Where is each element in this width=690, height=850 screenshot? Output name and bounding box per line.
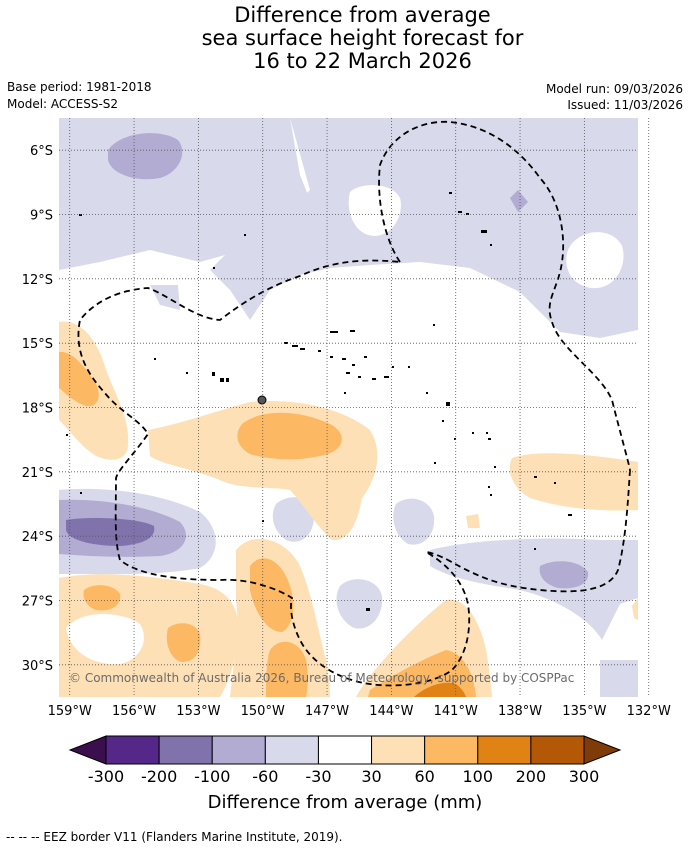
lon-label-7: 138°W <box>498 704 542 719</box>
model-run: Model run: 09/03/2026 <box>545 82 683 96</box>
lat-label-1: 9°S <box>30 209 53 224</box>
anomaly-hole-north-2 <box>566 232 624 289</box>
lon-label-0: 159°W <box>48 704 92 719</box>
anomaly-region-positive-east-edge <box>632 598 638 620</box>
lon-label-9: 132°W <box>627 704 671 719</box>
colorbar-tick-2: -100 <box>194 767 230 786</box>
colorbar-bin-7 <box>477 735 532 765</box>
eez-borders <box>77 120 631 687</box>
lat-label-5: 21°S <box>22 466 53 481</box>
colorbar: -300 -200 -100 -60 -30 30 60 100 200 300 <box>68 735 622 786</box>
colorbar-tick-8: 200 <box>516 767 547 786</box>
copyright-notice: © Commonwealth of Australia 2026, Bureau… <box>69 671 574 685</box>
longitude-labels: 159°W 156°W 153°W 150°W 147°W 144°W 141°W 138°W… <box>48 704 671 719</box>
colorbar-tick-1: -200 <box>141 767 177 786</box>
lon-label-6: 141°W <box>434 704 478 719</box>
anomaly-region-negative-strong-north <box>108 133 183 180</box>
anomaly-region-positive-west-mid <box>59 351 99 407</box>
colorbar-tick-3: -60 <box>252 767 278 786</box>
colorbar-tick-6: 60 <box>414 767 434 786</box>
forecast-map: © Commonwealth of Australia 2026, Bureau… <box>22 118 671 786</box>
map-title: Difference from average sea surface heig… <box>0 4 690 73</box>
anomaly-region-positive-sw-small-2 <box>166 623 201 662</box>
colorbar-bin-5 <box>371 735 426 765</box>
colorbar-bin-0 <box>105 735 160 765</box>
graticule <box>59 118 650 697</box>
lon-label-8: 135°W <box>562 704 606 719</box>
colorbar-tick-7: 100 <box>463 767 494 786</box>
lat-label-3: 15°S <box>22 337 53 352</box>
eez-footnote: -- -- -- EEZ border V11 (Flanders Marine… <box>6 830 343 844</box>
issued-date: Issued: 11/03/2026 <box>567 98 683 112</box>
colorbar-bin-6 <box>424 735 479 765</box>
eez-border-french-polynesia <box>77 259 631 687</box>
colorbar-bin-3 <box>264 735 319 765</box>
anomaly-region-positive-east <box>509 453 638 511</box>
anomaly-region-negative-west-strong <box>66 518 155 546</box>
lat-label-6: 24°S <box>22 530 53 545</box>
anomaly-region-positive-small-1 <box>466 514 480 528</box>
anomaly-region-positive-sw-small-1 <box>83 585 121 611</box>
lat-label-7: 27°S <box>22 595 53 610</box>
anomaly-region-negative-southeast-edge <box>600 660 638 697</box>
anomaly-hole-southwest <box>66 613 144 665</box>
anomaly-region-negative-small-north <box>510 190 528 212</box>
anomaly-region-positive-central-mid <box>237 412 342 460</box>
title-line-2: sea surface height forecast for <box>201 26 524 50</box>
anomaly-region-positive-south-center-mid-2 <box>266 641 308 697</box>
colorbar-extend-high <box>583 735 622 765</box>
model-name: Model: ACCESS-S2 <box>7 97 119 111</box>
colorbar-title: Difference from average (mm) <box>207 792 483 813</box>
title-line-3: 16 to 22 March 2026 <box>253 49 472 73</box>
colorbar-bin-4 <box>317 735 373 765</box>
base-period: Base period: 1981-2018 <box>7 80 152 94</box>
anomaly-region-positive-south-center-mid <box>250 558 294 632</box>
anomaly-region-negative-center-1 <box>272 497 314 542</box>
lat-label-4: 18°S <box>22 402 53 417</box>
colorbar-tick-0: -300 <box>88 767 124 786</box>
lon-label-2: 153°W <box>176 704 220 719</box>
eez-border-kiribati <box>378 120 631 471</box>
anomaly-hole-north-1 <box>348 185 401 236</box>
title-line-1: Difference from average <box>234 3 491 27</box>
anomaly-region-negative-center-3 <box>336 579 383 629</box>
colorbar-bin-1 <box>158 735 213 765</box>
colorbar-bin-8 <box>530 735 585 765</box>
anomaly-region-negative-southeast-mid <box>539 561 589 589</box>
latitude-labels: 6°S 9°S 12°S 15°S 18°S 21°S 24°S 27°S 30°S <box>22 144 53 674</box>
anomaly-region-negative-north <box>210 118 638 338</box>
colorbar-tick-9: 300 <box>569 767 600 786</box>
lon-label-1: 156°W <box>112 704 156 719</box>
lon-label-5: 144°W <box>369 704 413 719</box>
anomaly-region-positive-south-strong <box>414 682 466 697</box>
colorbar-extend-low <box>68 735 107 765</box>
colorbar-tick-4: -30 <box>305 767 331 786</box>
lat-label-8: 30°S <box>22 659 53 674</box>
lat-label-2: 12°S <box>22 273 53 288</box>
lon-label-4: 147°W <box>305 704 349 719</box>
colorbar-tick-5: 30 <box>361 767 381 786</box>
colorbar-bin-2 <box>211 735 266 765</box>
lon-label-3: 150°W <box>241 704 285 719</box>
anomaly-region-negative-center-2 <box>393 498 435 545</box>
lat-label-0: 6°S <box>30 144 53 159</box>
